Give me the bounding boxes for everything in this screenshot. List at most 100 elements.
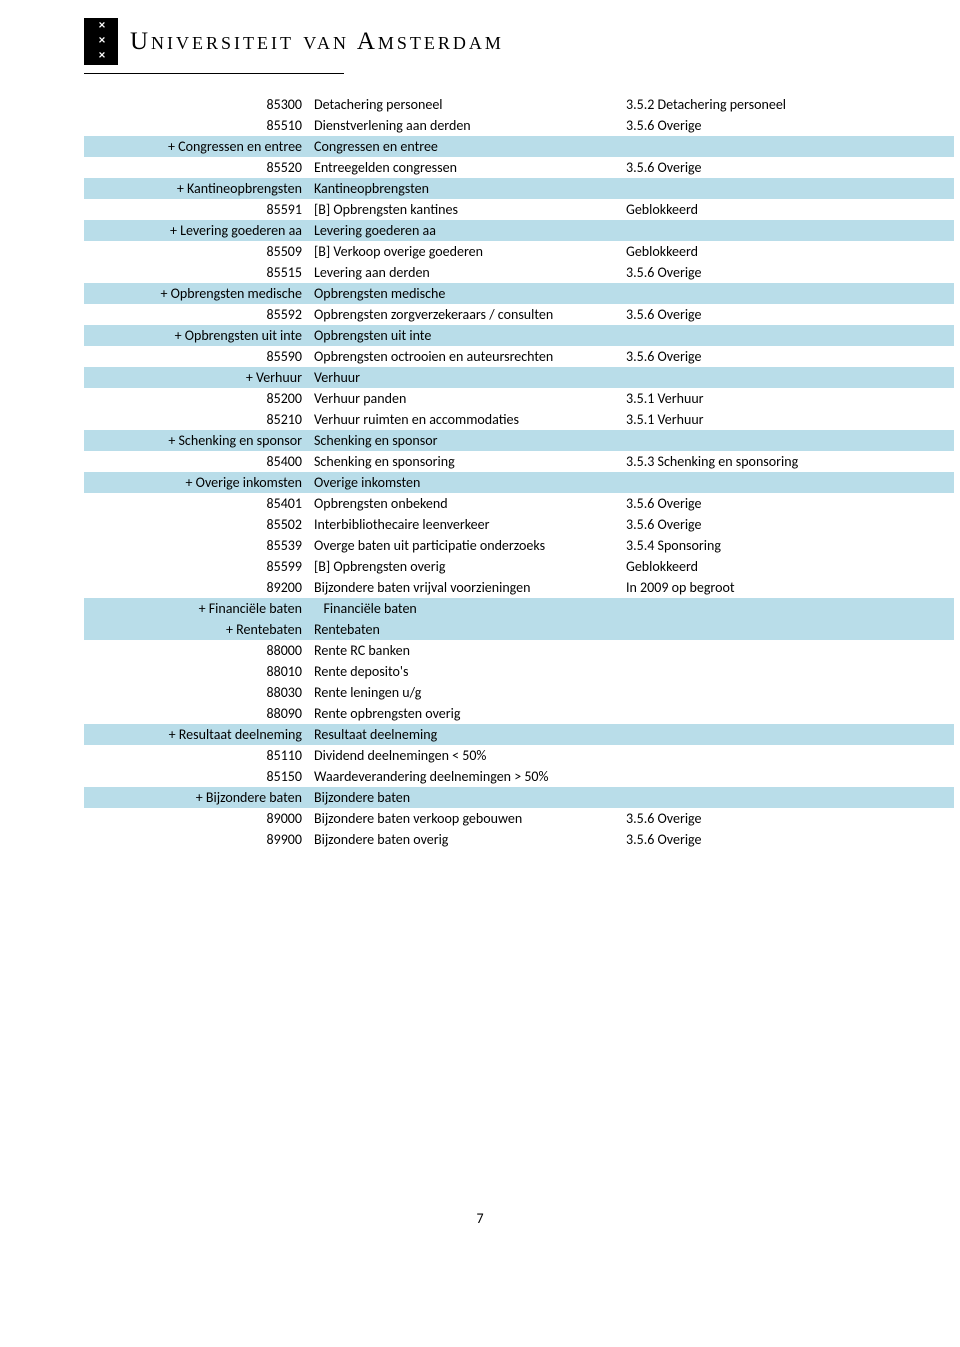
account-code: 89900	[84, 829, 308, 850]
classification-note: 3.5.6 Overige	[624, 346, 954, 367]
ledger-row: 85502Interbibliothecaire leenverkeer3.5.…	[84, 514, 954, 535]
classification-note	[624, 367, 954, 388]
account-code: 85590	[84, 346, 308, 367]
classification-note: 3.5.6 Overige	[624, 514, 954, 535]
classification-note: 3.5.3 Schenking en sponsoring	[624, 451, 954, 472]
category-description: Opbrengsten uit inte	[308, 325, 624, 346]
account-code: 88000	[84, 640, 308, 661]
account-description: [B] Opbrengsten kantines	[308, 199, 624, 220]
university-name: Universiteit van Amsterdam	[130, 28, 504, 56]
ledger-row: 85200Verhuur panden3.5.1 Verhuur	[84, 388, 954, 409]
account-code: 85591	[84, 199, 308, 220]
ledger-row: 85510Dienstverlening aan derden3.5.6 Ove…	[84, 115, 954, 136]
classification-note	[624, 178, 954, 199]
category-row: + Opbrengsten medischeOpbrengsten medisc…	[84, 283, 954, 304]
ledger-row: 85520Entreegelden congressen3.5.6 Overig…	[84, 157, 954, 178]
account-code: 85210	[84, 409, 308, 430]
classification-note	[624, 661, 954, 682]
page-header: ××× Universiteit van Amsterdam	[0, 18, 960, 65]
category-row: + Levering goederen aaLevering goederen …	[84, 220, 954, 241]
ledger-row: 89000Bijzondere baten verkoop gebouwen3.…	[84, 808, 954, 829]
account-code: 85502	[84, 514, 308, 535]
account-code: 88030	[84, 682, 308, 703]
category-label: + Resultaat deelneming	[84, 724, 308, 745]
category-description: Financiële baten	[308, 598, 624, 619]
category-label: + Verhuur	[84, 367, 308, 388]
category-row: + Bijzondere batenBijzondere baten	[84, 787, 954, 808]
classification-note	[624, 682, 954, 703]
account-description: Bijzondere baten vrijval voorzieningen	[308, 577, 624, 598]
category-description: Levering goederen aa	[308, 220, 624, 241]
category-description: Kantineopbrengsten	[308, 178, 624, 199]
account-description: Schenking en sponsoring	[308, 451, 624, 472]
classification-note: 3.5.2 Detachering personeel	[624, 94, 954, 115]
account-code: 85539	[84, 535, 308, 556]
ledger-row: 89900Bijzondere baten overig3.5.6 Overig…	[84, 829, 954, 850]
ledger-row: 89200Bijzondere baten vrijval voorzienin…	[84, 577, 954, 598]
classification-note	[624, 766, 954, 787]
category-label: + Bijzondere baten	[84, 787, 308, 808]
category-description: Schenking en sponsor	[308, 430, 624, 451]
ledger-row: 85592Opbrengsten zorgverzekeraars / cons…	[84, 304, 954, 325]
classification-note: Geblokkeerd	[624, 199, 954, 220]
ledger-row: 88010Rente deposito's	[84, 661, 954, 682]
account-description: Opbrengsten onbekend	[308, 493, 624, 514]
account-description: Rente deposito's	[308, 661, 624, 682]
ledger-row: 85110Dividend deelnemingen < 50%	[84, 745, 954, 766]
account-code: 89000	[84, 808, 308, 829]
classification-note: Geblokkeerd	[624, 556, 954, 577]
classification-note	[624, 598, 954, 619]
ledger-row: 85515Levering aan derden3.5.6 Overige	[84, 262, 954, 283]
account-description: Interbibliothecaire leenverkeer	[308, 514, 624, 535]
account-description: Rente opbrengsten overig	[308, 703, 624, 724]
account-code: 85509	[84, 241, 308, 262]
classification-note	[624, 640, 954, 661]
classification-note: 3.5.4 Sponsoring	[624, 535, 954, 556]
classification-note: In 2009 op begroot	[624, 577, 954, 598]
classification-note: 3.5.6 Overige	[624, 262, 954, 283]
category-label: + Schenking en sponsor	[84, 430, 308, 451]
category-row: + Resultaat deelnemingResultaat deelnemi…	[84, 724, 954, 745]
ledger-row: 85591[B] Opbrengsten kantinesGeblokkeerd	[84, 199, 954, 220]
classification-note	[624, 136, 954, 157]
classification-note: 3.5.6 Overige	[624, 493, 954, 514]
category-row: + VerhuurVerhuur	[84, 367, 954, 388]
category-label: + Overige inkomsten	[84, 472, 308, 493]
classification-note	[624, 703, 954, 724]
account-code: 85599	[84, 556, 308, 577]
account-code: 85515	[84, 262, 308, 283]
account-code: 85200	[84, 388, 308, 409]
category-row: + RentebatenRentebaten	[84, 619, 954, 640]
account-description: Rente RC banken	[308, 640, 624, 661]
category-row: + Overige inkomstenOverige inkomsten	[84, 472, 954, 493]
category-description: Opbrengsten medische	[308, 283, 624, 304]
classification-note	[624, 220, 954, 241]
ledger-table: 85300Detachering personeel3.5.2 Detacher…	[84, 94, 954, 850]
category-row: + KantineopbrengstenKantineopbrengsten	[84, 178, 954, 199]
account-code: 88090	[84, 703, 308, 724]
classification-note	[624, 724, 954, 745]
page-number: 7	[0, 1210, 960, 1227]
category-label: + Opbrengsten uit inte	[84, 325, 308, 346]
university-logo: ×××	[84, 18, 118, 65]
account-description: Entreegelden congressen	[308, 157, 624, 178]
account-description: Dividend deelnemingen < 50%	[308, 745, 624, 766]
account-code: 85150	[84, 766, 308, 787]
classification-note	[624, 787, 954, 808]
account-description: Levering aan derden	[308, 262, 624, 283]
classification-note	[624, 430, 954, 451]
account-code: 88010	[84, 661, 308, 682]
account-code: 85520	[84, 157, 308, 178]
category-label: + Congressen en entree	[84, 136, 308, 157]
category-description: Verhuur	[308, 367, 624, 388]
classification-note: 3.5.1 Verhuur	[624, 388, 954, 409]
page: ××× Universiteit van Amsterdam 85300Deta…	[0, 0, 960, 1267]
header-rule	[84, 73, 344, 74]
account-description: Bijzondere baten overig	[308, 829, 624, 850]
classification-note: 3.5.6 Overige	[624, 157, 954, 178]
ledger-row: 85400Schenking en sponsoring3.5.3 Schenk…	[84, 451, 954, 472]
category-label: + Rentebaten	[84, 619, 308, 640]
ledger-row: 85599[B] Opbrengsten overigGeblokkeerd	[84, 556, 954, 577]
category-description: Overige inkomsten	[308, 472, 624, 493]
category-row: + Congressen en entreeCongressen en entr…	[84, 136, 954, 157]
